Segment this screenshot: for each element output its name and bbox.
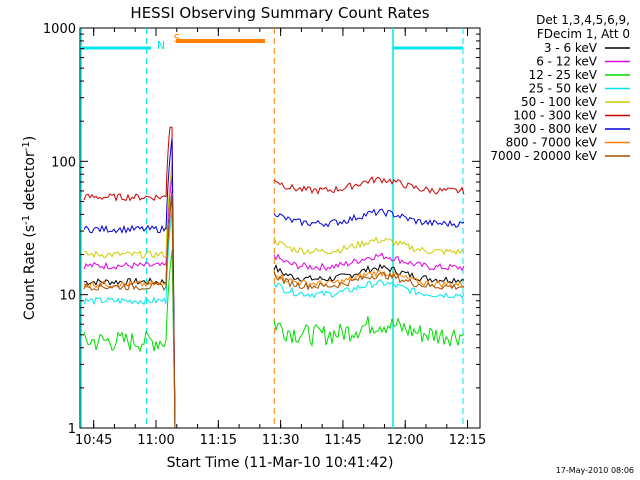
- y-tick-label: 10: [59, 289, 76, 304]
- series-4-pre: [83, 209, 176, 428]
- series-3-pre: [83, 249, 176, 428]
- legend-label: 300 - 800 keV: [513, 122, 597, 136]
- chart-title: HESSI Observing Summary Count Rates: [130, 4, 429, 22]
- legend-label: 6 - 12 keV: [536, 55, 598, 69]
- legend-label: 50 - 100 keV: [521, 95, 598, 109]
- series-4-post: [273, 279, 465, 299]
- x-tick-label: 12:00: [386, 433, 423, 448]
- x-tick-label: 11:30: [262, 433, 299, 448]
- flag-label-s: S: [174, 32, 181, 45]
- series-1-pre: [83, 190, 176, 428]
- y-axis-ticks: 1 10 100 1000: [43, 22, 480, 437]
- x-axis-label: Start Time (11-Mar-10 10:41:42): [167, 455, 394, 471]
- legend-header-line-1: Det 1,3,4,5,6,9,: [536, 13, 630, 27]
- x-tick-label: 10:45: [75, 433, 112, 448]
- plot-frame: [79, 27, 481, 429]
- series-6-pre: [83, 126, 176, 428]
- y-axis-label: Count Rate (s-1 detector-1): [21, 136, 38, 320]
- plot-area: [79, 27, 481, 429]
- series-3-post: [273, 316, 465, 348]
- x-tick-label: 11:00: [137, 433, 174, 448]
- legend: Det 1,3,4,5,6,9, FDecim 1, Att 0 3 - 6 k…: [490, 13, 630, 163]
- legend-label: 25 - 50 keV: [529, 82, 598, 96]
- series-7-post: [273, 208, 465, 228]
- y-tick-label: 100: [51, 155, 76, 170]
- legend-label: 800 - 7000 keV: [506, 136, 598, 150]
- legend-label: 100 - 300 keV: [513, 109, 597, 123]
- series-9-pre: [83, 195, 176, 428]
- x-axis-ticks: 10:45 11:00 11:15 11:30 11:45 12:00 12:15: [75, 28, 486, 448]
- series-2-pre: [83, 174, 176, 428]
- legend-header-line-2: FDecim 1, Att 0: [537, 27, 630, 41]
- legend-label: 3 - 6 keV: [544, 41, 598, 55]
- y-tick-label: 1: [68, 422, 76, 437]
- x-tick-label: 11:45: [324, 433, 361, 448]
- x-tick-label: 11:15: [200, 433, 237, 448]
- series-9-post: [273, 271, 465, 291]
- flag-label-n: N: [157, 39, 165, 52]
- y-tick-label: 1000: [43, 22, 76, 37]
- footer-date: 17-May-2010 08:06: [556, 466, 634, 475]
- series-1-post: [273, 263, 465, 284]
- series-7-pre: [83, 138, 176, 428]
- legend-label: 7000 - 20000 keV: [490, 149, 597, 163]
- series-5-pre: [83, 163, 176, 428]
- x-tick-label: 12:15: [449, 433, 486, 448]
- series-6-post: [273, 176, 465, 195]
- series-2-post: [273, 252, 465, 272]
- legend-label: 12 - 25 keV: [529, 68, 598, 82]
- series-5-post: [273, 236, 465, 256]
